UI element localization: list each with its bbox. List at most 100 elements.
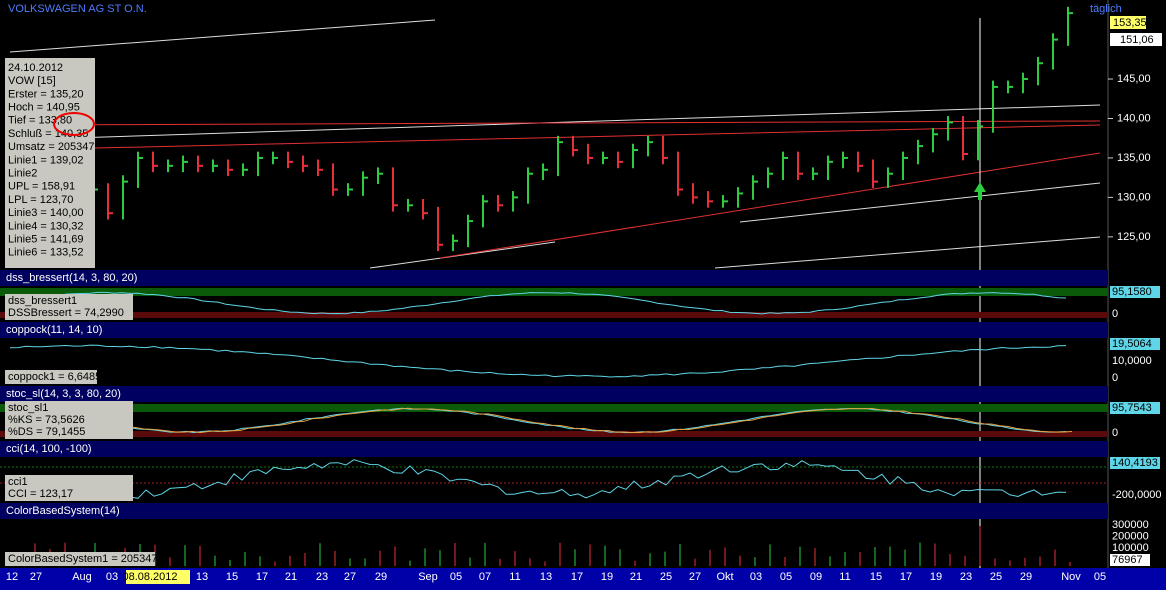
date-label: 15: [226, 571, 238, 583]
legend-row: Linie1 = 139,02: [8, 154, 84, 166]
title-bar: [0, 0, 1108, 18]
panel-legend-row: cci1: [8, 476, 28, 488]
date-label: 05: [780, 571, 792, 583]
legend-row: Linie6 = 133,52: [8, 247, 84, 259]
panel-axis-label: 100000: [1112, 542, 1149, 554]
panel-title: dss_bressert(14, 3, 80, 20): [6, 272, 137, 284]
panel-legend-box: [5, 475, 133, 501]
cursor-price-box: [1110, 33, 1162, 46]
panel-title: stoc_sl(14, 3, 3, 80, 20): [6, 388, 121, 400]
legend-row: 24.10.2012: [8, 62, 63, 74]
highlight-circle: [53, 112, 95, 136]
legend-row: UPL = 158,91: [8, 181, 75, 193]
overbought-zone: [0, 288, 1108, 296]
legend-row: Linie5 = 141,69: [8, 234, 84, 246]
panel-axis-label: 200000: [1112, 531, 1149, 543]
date-label: Sep: [418, 571, 438, 583]
value-box: [1110, 286, 1160, 298]
last-price: 153,35: [1113, 17, 1147, 29]
panel-legend-row: stoc_sl1: [8, 402, 48, 414]
panel-legend-row: %KS = 73,5626: [8, 414, 85, 426]
oversold-zone: [0, 431, 1108, 437]
panel-axis-label: 300000: [1112, 519, 1149, 531]
value-box: [1110, 519, 1160, 531]
panel-axis-label: 10,0000: [1112, 355, 1152, 367]
y-tick-label: 130,00: [1117, 191, 1151, 203]
date-label: 27: [30, 571, 42, 583]
y-tick-label: 145,00: [1117, 73, 1151, 85]
last-price-box: [1110, 16, 1146, 29]
date-label: 11: [509, 571, 520, 583]
date-label: 17: [900, 571, 912, 583]
value-box: [1110, 402, 1160, 414]
panel-title: ColorBasedSystem(14): [6, 505, 120, 517]
panel-title: cci(14, 100, -100): [6, 443, 92, 455]
legend-row: Schluß = 140,35: [8, 128, 88, 140]
y-tick-label: 125,00: [1117, 231, 1151, 243]
panel-axis-label: 0: [1112, 427, 1118, 439]
date-label: 05: [1094, 571, 1106, 583]
date-label: 23: [316, 571, 328, 583]
date-label: 23: [960, 571, 972, 583]
panel-axis-label: 95,7543: [1112, 402, 1152, 414]
panel-axis-label: -200,0000: [1112, 489, 1162, 501]
date-label: 03: [106, 571, 118, 583]
interval: täglich: [1090, 3, 1122, 15]
value-box: [1110, 457, 1160, 469]
date-label: 12: [6, 571, 18, 583]
legend-box: [5, 58, 95, 268]
panel-axis-label: 76967: [1112, 554, 1143, 566]
legend-row: VOW [15]: [8, 75, 56, 87]
panel-legend-box: [5, 401, 133, 439]
panel-legend-row: dss_bressert1: [8, 295, 77, 307]
panel-legend-row: %DS = 79,1455: [8, 426, 85, 438]
date-label: Okt: [716, 571, 733, 583]
cursor-price: 151,06: [1120, 34, 1154, 46]
panel-legend-row: DSSBressert = 74,2990: [8, 307, 124, 319]
chart-title: VOLKSWAGEN AG ST O.N.: [8, 3, 147, 15]
date-label: 03: [750, 571, 762, 583]
date-label: Nov: [1061, 571, 1081, 583]
overbought-zone: [0, 404, 1108, 412]
date-label: Aug: [72, 571, 92, 583]
date-label: 25: [990, 571, 1002, 583]
panel-title: coppock(11, 14, 10): [6, 324, 102, 336]
panel-axis-label: 0: [1112, 308, 1118, 320]
date-label: 19: [930, 571, 942, 583]
date-label: 29: [1020, 571, 1032, 583]
panel-legend-row: coppock1 = 6,6485: [8, 371, 101, 383]
panel-legend-box: [5, 552, 155, 566]
date-label: 27: [344, 571, 356, 583]
date-label: 29: [375, 571, 387, 583]
y-tick-label: 135,00: [1117, 152, 1151, 164]
panel-header: [0, 322, 1108, 338]
date-label: 07: [479, 571, 491, 583]
date-label: 15: [870, 571, 882, 583]
date-label: 21: [285, 571, 297, 583]
oversold-zone: [0, 312, 1108, 318]
value-box: [1110, 554, 1150, 566]
date-label: 21: [630, 571, 642, 583]
legend-row: Linie3 = 140,00: [8, 207, 84, 219]
date-label: 05: [450, 571, 462, 583]
date-label: 08.08.2012: [122, 571, 177, 583]
date-label: 17: [571, 571, 583, 583]
legend-row: Linie2: [8, 168, 37, 180]
date-label: 09: [810, 571, 822, 583]
legend-row: LPL = 123,70: [8, 194, 73, 206]
panel-axis-label: 140,4193: [1112, 457, 1158, 469]
legend-row: Tief = 133,80: [8, 115, 72, 127]
indicator-line: [9, 459, 1067, 499]
panel-axis-label: 95,1580: [1112, 286, 1152, 298]
legend-row: Erster = 135,20: [8, 88, 84, 100]
date-axis: [0, 568, 1166, 590]
signal-arrow: [974, 182, 986, 200]
panel-axis-label: 19,5064: [1112, 338, 1152, 350]
panel-header: [0, 503, 1108, 519]
date-label: 17: [256, 571, 268, 583]
indicator-line: [9, 291, 1067, 315]
panel-legend-box: [5, 294, 133, 320]
date-label: 13: [540, 571, 552, 583]
panel-header: [0, 270, 1108, 286]
